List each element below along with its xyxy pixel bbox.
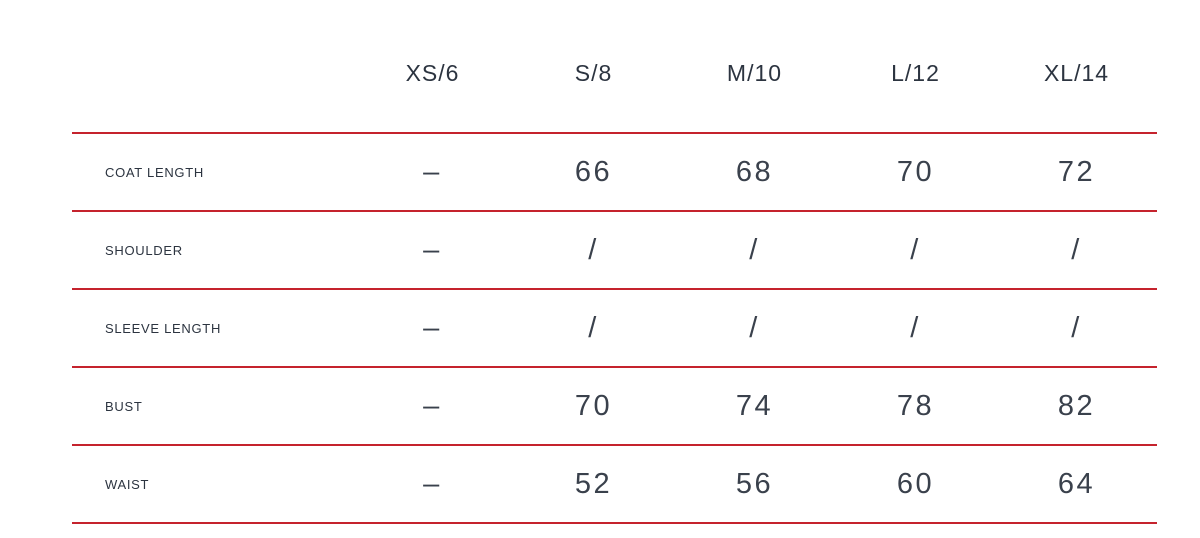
header-row: XS/6 S/8 M/10 L/12 XL/14 xyxy=(72,0,1157,133)
header-cell-size-xs: XS/6 xyxy=(405,60,460,86)
header-cell-size-s: S/8 xyxy=(574,60,613,86)
cell-value: 56 xyxy=(735,467,774,500)
table-row-coat-length: COAT LENGTH – 66 68 70 72 xyxy=(72,133,1157,211)
cell-value: 70 xyxy=(574,389,613,422)
table-row-shoulder: SHOULDER – / / / / xyxy=(72,211,1157,289)
row-label: BUST xyxy=(105,398,143,414)
cell-value: – xyxy=(423,467,442,500)
cell-value: / xyxy=(1071,311,1082,344)
cell-value: – xyxy=(423,155,442,188)
cell-value: / xyxy=(749,233,760,266)
row-label: WAIST xyxy=(105,476,150,492)
cell-value: / xyxy=(749,311,760,344)
row-label: COAT LENGTH xyxy=(105,164,204,180)
size-chart: XS/6 S/8 M/10 L/12 XL/14 COAT LENGTH – 6… xyxy=(72,0,1157,524)
cell-value: – xyxy=(423,389,442,422)
cell-value: / xyxy=(588,311,599,344)
cell-value: 52 xyxy=(574,467,613,500)
size-chart-table: XS/6 S/8 M/10 L/12 XL/14 COAT LENGTH – 6… xyxy=(72,0,1157,524)
cell-value: 78 xyxy=(896,389,935,422)
cell-value: 66 xyxy=(574,155,613,188)
header-cell-size-xl: XL/14 xyxy=(1043,60,1110,86)
cell-value: 60 xyxy=(896,467,935,500)
cell-value: / xyxy=(1071,233,1082,266)
cell-value: 72 xyxy=(1057,155,1096,188)
cell-value: – xyxy=(423,233,442,266)
cell-value: 70 xyxy=(896,155,935,188)
row-label: SHOULDER xyxy=(105,242,183,258)
table-row-bust: BUST – 70 74 78 82 xyxy=(72,367,1157,445)
header-cell-size-l: L/12 xyxy=(891,60,940,86)
cell-value: / xyxy=(910,233,921,266)
header-cell-measurement xyxy=(72,0,352,133)
cell-value: / xyxy=(588,233,599,266)
cell-value: 64 xyxy=(1057,467,1096,500)
cell-value: / xyxy=(910,311,921,344)
cell-value: 68 xyxy=(735,155,774,188)
table-row-sleeve-length: SLEEVE LENGTH – / / / / xyxy=(72,289,1157,367)
header-cell-size-m: M/10 xyxy=(726,60,783,86)
cell-value: – xyxy=(423,311,442,344)
cell-value: 82 xyxy=(1057,389,1096,422)
cell-value: 74 xyxy=(735,389,774,422)
row-label: SLEEVE LENGTH xyxy=(105,320,222,336)
table-row-waist: WAIST – 52 56 60 64 xyxy=(72,445,1157,523)
